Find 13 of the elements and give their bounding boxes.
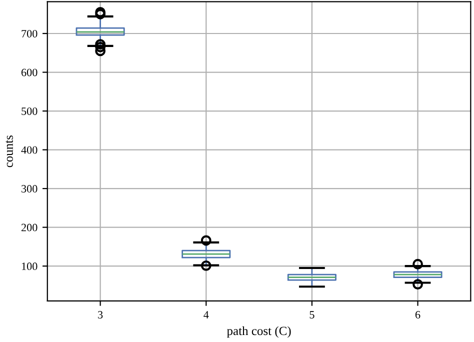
y-tick-label: 300 bbox=[22, 185, 38, 193]
y-tick-label: 100 bbox=[22, 262, 38, 270]
x-tick-label: 5 bbox=[310, 311, 314, 318]
x-tick-label: 3 bbox=[98, 311, 103, 318]
y-tick-label: 400 bbox=[21, 146, 38, 154]
y-tick-label: 500 bbox=[22, 107, 38, 115]
x-tick-label: 4 bbox=[204, 311, 209, 318]
y-axis-title: counts bbox=[6, 135, 13, 168]
y-tick-label: 600 bbox=[21, 68, 38, 76]
x-tick-label: 6 bbox=[415, 311, 420, 318]
y-tick-label: 200 bbox=[22, 224, 38, 232]
x-axis-title: path cost (C) bbox=[226, 326, 291, 338]
y-tick-label: 700 bbox=[22, 30, 38, 38]
